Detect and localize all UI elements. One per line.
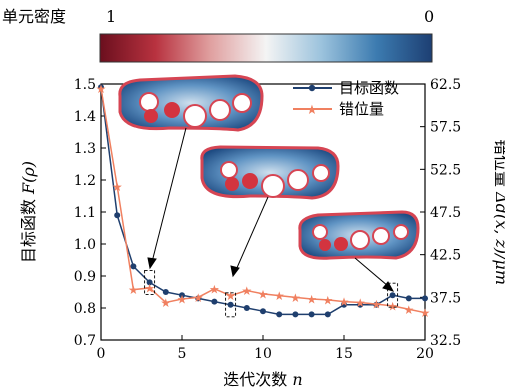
series-point-1: ★ — [112, 180, 123, 194]
series-point-0 — [292, 311, 299, 318]
series-point-1: ★ — [96, 82, 107, 96]
y-left-tick-label: 1.2 — [74, 173, 96, 189]
x-tick-label: 0 — [97, 346, 106, 362]
series-point-1: ★ — [258, 287, 269, 301]
y-left-tick-label: 1.5 — [74, 77, 96, 93]
y-left-tick-label: 1.0 — [74, 237, 96, 253]
series-point-0 — [146, 279, 153, 286]
y-left-axis-title: 目标函数 F(ρ) — [19, 161, 38, 263]
series-point-0 — [98, 84, 104, 91]
x-tick-label: 20 — [416, 346, 434, 362]
series-point-0 — [162, 289, 169, 295]
series-point-1: ★ — [225, 289, 236, 303]
series-point-1: ★ — [339, 295, 350, 309]
y-right-axis-ticks: 32.5 37.5 42.5 47.5 52.5 57.5 62.5 — [420, 77, 461, 349]
series-point-1: ★ — [193, 291, 204, 305]
series-point-0 — [211, 298, 218, 305]
x-tick-label: 10 — [254, 346, 272, 362]
y-left-tick-label: 1.4 — [74, 109, 96, 125]
highlight-box — [387, 282, 399, 308]
annotation-arrows — [147, 127, 395, 292]
y-left-tick-label: 1.1 — [74, 205, 96, 221]
series-point-1: ★ — [322, 293, 333, 307]
colorbar-min-label: 0 — [424, 7, 434, 26]
series-point-0 — [308, 311, 315, 318]
y-right-tick-label: 37.5 — [430, 290, 461, 306]
series-point-0 — [243, 305, 250, 311]
series-point-1: ★ — [371, 298, 382, 312]
y-left-axis-ticks: 0.7 0.8 0.9 1.0 1.1 1.2 1.3 1.4 1.5 — [74, 77, 106, 349]
series-point-0 — [114, 212, 121, 219]
x-axis-title: 迭代次数 n — [223, 370, 302, 389]
topology-inset-iter3 — [118, 74, 264, 132]
highlight-layer — [144, 269, 399, 318]
legend-marker-dislocation: ★ — [306, 103, 318, 118]
legend-marker-objective — [308, 84, 316, 92]
highlight-box — [144, 269, 156, 295]
colorbar-title: 单元密度 — [2, 7, 66, 26]
series-point-1: ★ — [241, 284, 252, 298]
series-point-0 — [179, 292, 185, 299]
x-tick-label: 5 — [178, 346, 187, 362]
series-point-0 — [260, 308, 266, 315]
series-point-0 — [422, 295, 428, 302]
series-point-0 — [389, 292, 396, 299]
series-point-1: ★ — [177, 293, 188, 307]
legend: 目标函数 ★ 错位量 — [293, 79, 399, 118]
series-point-0 — [276, 311, 283, 318]
series-layer: ★ ★ ★ ★ ★ ★ ★ ★ ★ ★ ★ ★ ★ ★ ★ ★ ★ ★ ★ ★ ★ — [96, 82, 431, 320]
y-right-tick-label: 42.5 — [430, 248, 461, 264]
series-point-1: ★ — [128, 283, 139, 297]
series-point-1: ★ — [274, 289, 285, 303]
series-point-1: ★ — [160, 296, 171, 310]
series-point-0 — [227, 301, 234, 308]
series-point-0 — [130, 263, 137, 270]
series-point-0 — [405, 295, 412, 302]
series-point-1: ★ — [403, 303, 414, 317]
series-point-1: ★ — [144, 281, 155, 295]
series-point-0 — [324, 311, 331, 318]
topology-inset-iter8 — [200, 145, 340, 200]
series-point-1: ★ — [306, 293, 317, 307]
y-right-tick-label: 47.5 — [430, 205, 461, 221]
highlight-box — [225, 292, 237, 318]
y-right-axis-title: 错位量 Δd(x, z)/μm — [492, 139, 505, 285]
topology-inset-iter18 — [298, 210, 420, 260]
legend-label-dislocation: 错位量 — [339, 100, 384, 118]
y-right-tick-label: 57.5 — [430, 120, 461, 136]
legend-label-objective: 目标函数 — [339, 79, 399, 97]
y-left-tick-label: 0.7 — [74, 333, 96, 349]
series-point-1: ★ — [209, 282, 220, 296]
colorbar-max-label: 1 — [106, 7, 116, 26]
series-point-1: ★ — [420, 306, 431, 320]
x-axis-ticks: 0 5 10 15 20 — [97, 335, 434, 362]
series-point-1: ★ — [355, 296, 366, 310]
y-right-tick-label: 62.5 — [430, 77, 461, 93]
y-right-tick-label: 32.5 — [430, 333, 461, 349]
y-left-tick-label: 0.8 — [74, 301, 96, 317]
series-point-1: ★ — [387, 299, 398, 313]
y-left-tick-label: 1.3 — [74, 141, 96, 157]
series-point-0 — [341, 301, 347, 308]
colorbar-gradient — [99, 33, 433, 63]
series-point-1: ★ — [290, 291, 301, 305]
x-tick-label: 15 — [335, 346, 353, 362]
y-left-tick-label: 0.9 — [74, 269, 96, 285]
colorbar: 单元密度 1 0 — [2, 7, 434, 63]
y-right-tick-label: 52.5 — [430, 162, 461, 178]
